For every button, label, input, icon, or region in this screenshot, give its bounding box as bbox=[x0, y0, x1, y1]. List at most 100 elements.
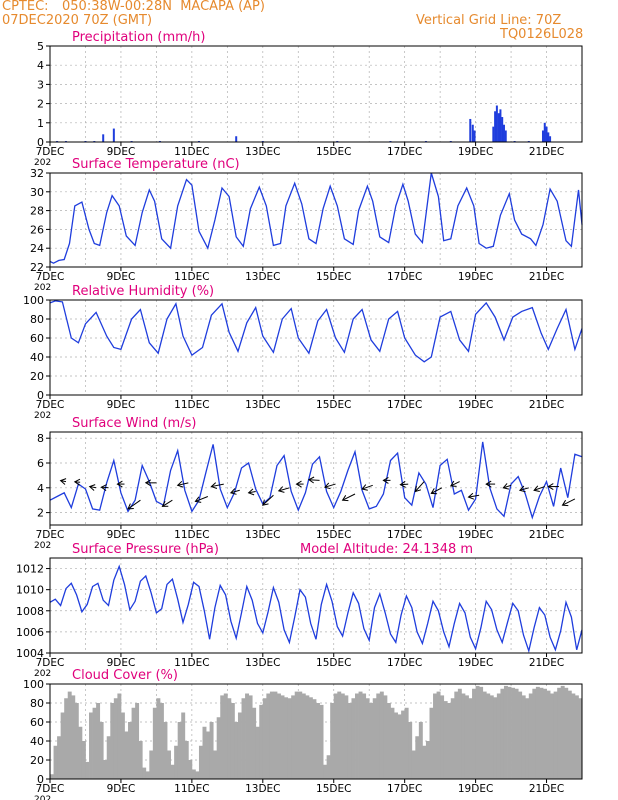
x-tick-label: 11DEC bbox=[174, 271, 209, 283]
cloud-bar bbox=[514, 688, 519, 779]
cloud-bar bbox=[454, 691, 459, 779]
cloud-bar bbox=[181, 712, 186, 779]
cloud-bar bbox=[351, 698, 356, 779]
series-line bbox=[49, 300, 583, 363]
y-tick-label: 1010 bbox=[16, 584, 44, 597]
cloud-bar bbox=[376, 693, 381, 779]
cloud-bar bbox=[542, 688, 547, 779]
y-tick-label: 30 bbox=[30, 186, 44, 199]
cloud-bar bbox=[507, 686, 512, 779]
cloud-bar bbox=[252, 707, 257, 779]
cloud-bar bbox=[553, 691, 558, 779]
cloud-bar bbox=[372, 698, 377, 779]
wind-arrow bbox=[211, 483, 224, 488]
x-tick-label: 21DEC bbox=[529, 783, 564, 795]
precip-bar bbox=[504, 130, 507, 142]
cloud-bar bbox=[74, 703, 79, 779]
cloud-bar bbox=[316, 703, 320, 779]
cloud-bar bbox=[574, 695, 579, 779]
x-tick-label: 17DEC bbox=[387, 271, 422, 283]
cloud-bar bbox=[276, 693, 281, 779]
cloud-bar bbox=[305, 695, 310, 779]
cloud-bar bbox=[117, 693, 122, 779]
wind-arrow bbox=[308, 479, 320, 481]
cloud-bar bbox=[60, 712, 65, 779]
wind-arrow bbox=[177, 482, 189, 486]
precip-bar bbox=[469, 118, 472, 142]
cloud-bar bbox=[493, 697, 498, 779]
cloud-bar bbox=[195, 771, 200, 779]
cloud-bar bbox=[408, 722, 413, 779]
cloud-bar bbox=[422, 745, 427, 779]
wind-arrow-head bbox=[341, 495, 349, 502]
precip-bar bbox=[502, 124, 505, 142]
wind-arrow-head bbox=[100, 484, 107, 492]
year-label: 202 bbox=[34, 541, 51, 551]
wind-arrow-head bbox=[144, 479, 152, 487]
y-tick-label: 0 bbox=[37, 389, 44, 402]
cloud-bar bbox=[174, 745, 179, 779]
x-tick-label: 11DEC bbox=[174, 146, 209, 158]
cloud-bar bbox=[53, 745, 58, 779]
y-tick-label: 0 bbox=[37, 773, 44, 786]
wind-arrow bbox=[195, 496, 209, 502]
wind-arrow-head bbox=[262, 499, 269, 506]
cloud-bar bbox=[358, 691, 363, 779]
cloud-bar bbox=[567, 690, 572, 779]
cloud-bar bbox=[337, 691, 342, 779]
x-tick-label: 13DEC bbox=[245, 529, 280, 541]
precip-bar bbox=[112, 128, 115, 142]
x-tick-label: 13DEC bbox=[245, 399, 280, 411]
wind-arrow-head bbox=[399, 480, 406, 488]
x-tick-label: 7DEC bbox=[36, 271, 65, 283]
y-tick-label: 40 bbox=[30, 351, 44, 364]
cloud-bar bbox=[532, 688, 537, 779]
cloud-bar bbox=[110, 703, 115, 779]
y-tick-label: 26 bbox=[30, 223, 44, 236]
panel-title: Surface Wind (m/s) bbox=[72, 416, 196, 431]
cloud-bar bbox=[496, 693, 501, 779]
series-line bbox=[49, 441, 583, 520]
precip-bar bbox=[549, 136, 552, 142]
panel-title: Surface Pressure (hPa) bbox=[72, 542, 219, 557]
x-tick-label: 21DEC bbox=[529, 271, 564, 283]
cloud-bar bbox=[99, 722, 104, 779]
header-source: CPTEC: bbox=[2, 0, 49, 14]
cloud-bar bbox=[482, 691, 487, 779]
cloud-bar bbox=[198, 745, 203, 779]
cloud-bar bbox=[163, 722, 168, 779]
wind-arrow bbox=[361, 484, 373, 490]
panel-2 bbox=[46, 299, 583, 399]
wind-arrow-head bbox=[229, 488, 237, 495]
cloud-bar bbox=[177, 722, 182, 779]
cloud-bar bbox=[255, 726, 260, 779]
cloud-bar bbox=[365, 698, 370, 779]
wind-arrow bbox=[230, 489, 240, 494]
precip-bar bbox=[473, 130, 476, 142]
series-line bbox=[49, 564, 583, 654]
wind-arrow-head bbox=[547, 483, 554, 491]
x-tick-label: 7DEC bbox=[36, 399, 65, 411]
cloud-bar bbox=[216, 717, 221, 779]
cloud-bar bbox=[425, 741, 430, 779]
cloud-bar bbox=[241, 698, 246, 779]
cloud-bar bbox=[472, 688, 476, 779]
cloud-bar bbox=[578, 698, 583, 779]
precip-bar bbox=[494, 111, 497, 142]
cloud-bar bbox=[557, 687, 562, 779]
wind-arrow bbox=[101, 486, 109, 489]
cloud-bar bbox=[92, 707, 97, 779]
header-location: 050:38W-00:28N MACAPA (AP) bbox=[62, 0, 265, 14]
cloud-bar bbox=[411, 750, 416, 779]
cloud-bar bbox=[237, 712, 242, 779]
precip-bar bbox=[102, 134, 105, 142]
cloud-bar bbox=[67, 691, 72, 779]
wind-arrow bbox=[342, 493, 356, 501]
wind-arrow-head bbox=[88, 484, 96, 491]
cloud-bar bbox=[124, 731, 129, 779]
y-tick-label: 1012 bbox=[16, 563, 44, 576]
cloud-bar bbox=[156, 698, 161, 779]
cloud-bar bbox=[503, 685, 508, 779]
header-grid-line: Vertical Grid Line: 70Z bbox=[416, 13, 562, 28]
